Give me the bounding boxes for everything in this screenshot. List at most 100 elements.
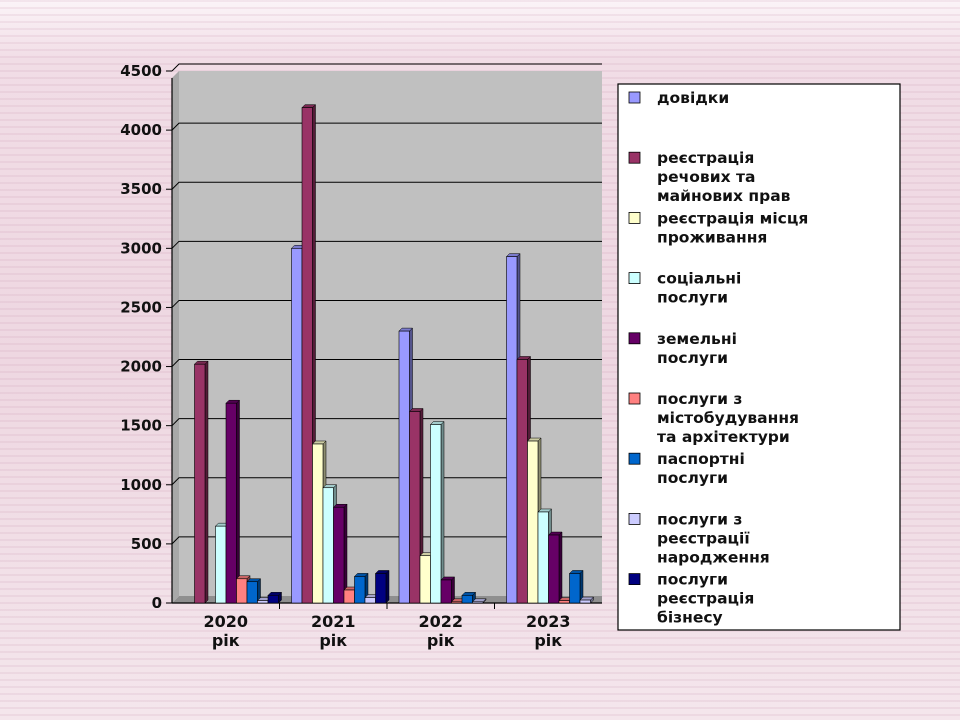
legend-swatch <box>628 392 641 405</box>
bar-front <box>225 402 237 604</box>
x-category-label: 2022 <box>418 612 463 631</box>
bar-front <box>312 443 324 604</box>
x-category-label: рік <box>319 631 347 650</box>
bar-side <box>204 360 209 604</box>
bar-front <box>215 525 227 604</box>
x-category-label: 2023 <box>526 612 571 631</box>
gridline <box>171 240 602 249</box>
bar-side <box>558 531 563 604</box>
x-category-label: рік <box>212 631 240 650</box>
x-category-label: 2020 <box>203 612 248 631</box>
legend-label: послуги <box>657 571 728 589</box>
bar-front <box>354 576 366 604</box>
legend-label: та архітектури <box>657 428 790 446</box>
legend-label: народження <box>657 548 770 566</box>
y-tick-label: 1500 <box>120 417 162 435</box>
bar <box>471 598 487 604</box>
gridline <box>171 477 602 486</box>
legend-swatch <box>628 211 641 224</box>
bar <box>440 576 456 604</box>
legend-swatch <box>628 332 641 345</box>
legend-label: речових та <box>657 168 755 186</box>
y-tick-label: 3500 <box>120 180 162 198</box>
legend-label: реєстрації <box>657 529 750 547</box>
bar <box>568 569 584 604</box>
bar-front <box>322 487 334 604</box>
bar-front <box>430 424 442 604</box>
y-tick-label: 4000 <box>120 121 162 139</box>
bar-front <box>558 600 570 604</box>
bar-front <box>194 363 206 604</box>
bar <box>408 407 424 604</box>
bar-side <box>385 569 390 604</box>
bar <box>193 360 209 604</box>
bar-front <box>301 107 313 604</box>
y-tick-label: 3000 <box>120 239 162 257</box>
bar-front <box>375 573 387 604</box>
legend-label: послуги <box>657 469 728 487</box>
bar <box>225 399 241 604</box>
legend-swatch <box>628 91 641 104</box>
x-category-label: рік <box>534 631 562 650</box>
legend-label: соціальні <box>657 270 741 288</box>
bar-side <box>440 420 445 604</box>
gridline <box>171 63 602 72</box>
bar <box>374 569 390 604</box>
bar <box>579 596 595 604</box>
legend-label: містобудування <box>657 409 799 427</box>
bar-front <box>569 573 581 604</box>
y-tick-label: 0 <box>152 594 162 612</box>
legend-label: реєстрація <box>657 590 754 608</box>
y-tick-label: 2500 <box>120 298 162 316</box>
bar <box>547 531 563 604</box>
y-tick-label: 2000 <box>120 358 162 376</box>
legend-swatch <box>628 513 641 525</box>
legend-label: паспортні <box>657 450 745 468</box>
x-category-label: 2021 <box>311 612 356 631</box>
bar <box>429 420 445 604</box>
legend-label: послуги <box>657 289 728 307</box>
bar-front <box>236 578 248 604</box>
bar-front <box>461 595 473 604</box>
plot-side-wall <box>172 71 179 603</box>
bar-front <box>419 555 431 604</box>
bar-front <box>472 601 484 604</box>
legend-label: бізнесу <box>657 609 723 627</box>
bar-front <box>398 330 410 604</box>
gridline <box>171 418 602 427</box>
legend-label: майнових прав <box>657 187 791 205</box>
legend-label: послуги <box>657 349 728 367</box>
x-category-label: рік <box>427 631 455 650</box>
legend-label: земельні <box>657 330 737 348</box>
legend-box <box>617 83 901 631</box>
y-tick-label: 500 <box>131 535 162 553</box>
legend-swatch <box>628 573 641 585</box>
gridline <box>171 122 602 131</box>
bar-front <box>409 411 421 604</box>
bar-front <box>537 511 549 604</box>
bar <box>267 591 283 604</box>
bar-side <box>236 399 240 604</box>
bar-front <box>257 600 269 604</box>
gridline <box>171 299 602 308</box>
bar-front <box>451 601 463 604</box>
bar-front <box>579 599 591 604</box>
gridline <box>171 181 602 190</box>
bar-front <box>440 579 452 604</box>
bars <box>193 104 595 604</box>
gridline <box>171 536 602 545</box>
legend-label: реєстрація місця <box>657 209 808 227</box>
legend-swatch <box>628 151 641 164</box>
bar-front <box>516 359 528 604</box>
legend-swatch <box>628 272 641 285</box>
y-tick-label: 4500 <box>120 62 162 80</box>
bar-front <box>343 589 355 604</box>
